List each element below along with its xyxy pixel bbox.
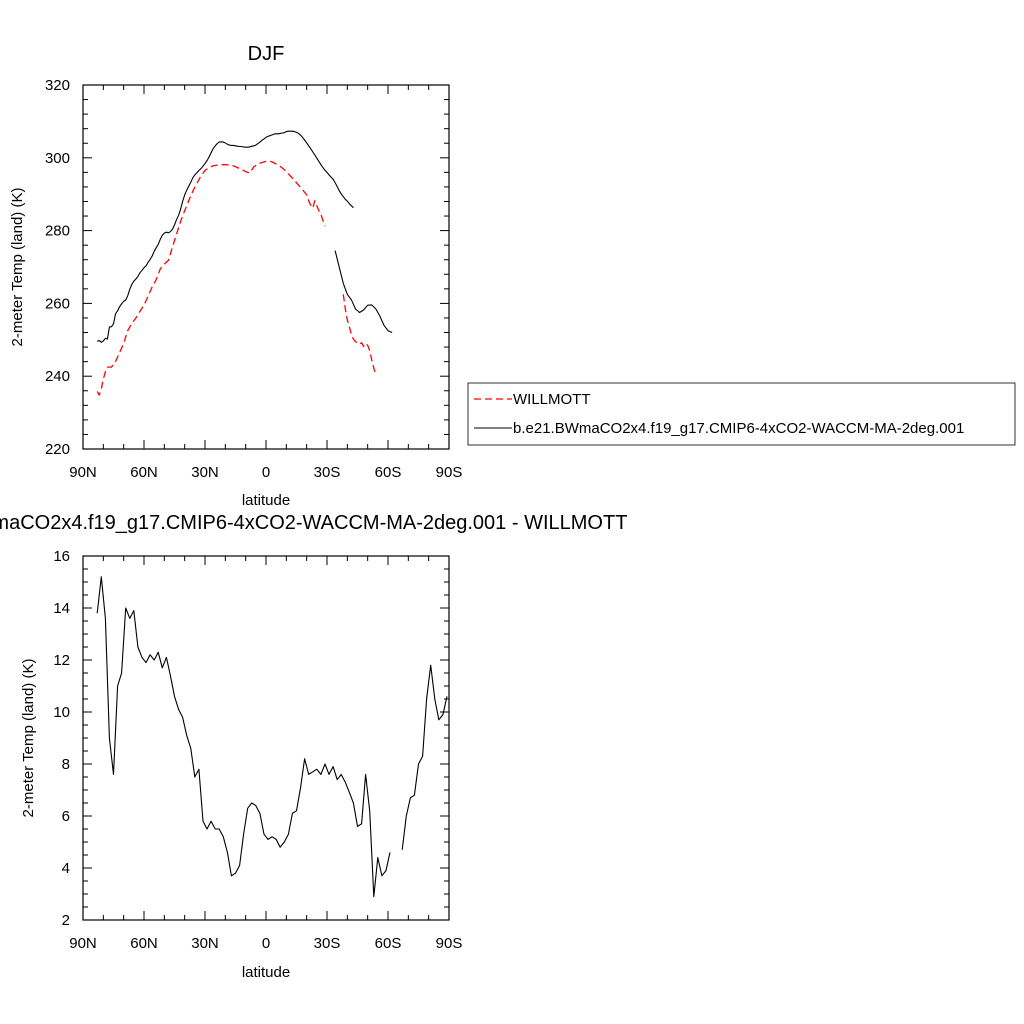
x-axis: 90N 60N 30N 0 30S 60S 90S — [69, 556, 462, 952]
chart-title: DJF — [248, 43, 285, 65]
plot-frame — [82, 84, 450, 450]
x-tick-label: 90S — [436, 464, 463, 481]
series-0-line-segment-1 — [342, 294, 377, 375]
y-tick-label: 4 — [62, 860, 70, 877]
x-tick-label: 60S — [375, 935, 402, 952]
x-tick-label: 30N — [191, 464, 219, 481]
x-tick-label: 60N — [130, 935, 158, 952]
y-tick-label: 240 — [45, 368, 70, 385]
chart-djf-panel: DJF 90N 60N 30N 0 30S 60S 90S 220 240 260 280 300 3… — [9, 43, 1016, 509]
series-1-line-segment-1 — [334, 250, 393, 334]
series-0-line-segment-0 — [96, 160, 326, 396]
legend-box — [467, 382, 1016, 446]
x-axis-label: latitude — [242, 964, 290, 981]
series-0-line-segment-1 — [401, 664, 448, 850]
plot-lines — [96, 576, 448, 898]
y-tick-label: 6 — [62, 808, 70, 825]
x-tick-label: 60S — [375, 464, 402, 481]
legend-label-model: b.e21.BWmaCO2x4.f19_g17.CMIP6-4xCO2-WACC… — [513, 420, 964, 437]
x-tick-label: 90N — [69, 935, 97, 952]
y-axis: 220 240 260 280 300 320 — [45, 77, 449, 458]
x-axis-label: latitude — [242, 492, 290, 509]
x-tick-label: 90S — [436, 935, 463, 952]
legend: WILLMOTT b.e21.BWmaCO2x4.f19_g17.CMIP6-4… — [467, 382, 1016, 446]
series-1-line-segment-0 — [97, 130, 354, 343]
x-tick-label: 30N — [191, 935, 219, 952]
y-axis-label: 2-meter Temp (land) (K) — [9, 188, 26, 347]
plot-frame — [82, 555, 450, 921]
y-axis: 2 4 6 8 10 12 14 16 — [53, 548, 449, 929]
x-tick-label: 60N — [130, 464, 158, 481]
y-tick-label: 14 — [53, 600, 70, 617]
x-tick-label: 0 — [262, 464, 270, 481]
y-tick-label: 220 — [45, 441, 70, 458]
x-axis: 90N 60N 30N 0 30S 60S 90S — [69, 85, 462, 481]
y-tick-label: 8 — [62, 756, 70, 773]
legend-label-willmott: WILLMOTT — [513, 391, 591, 408]
x-tick-label: 30S — [314, 935, 341, 952]
y-tick-label: 10 — [53, 704, 70, 721]
y-tick-label: 320 — [45, 77, 70, 94]
y-tick-label: 280 — [45, 223, 70, 240]
x-tick-label: 30S — [314, 464, 341, 481]
x-tick-label: 0 — [262, 935, 270, 952]
chart-title: b.e21.BWmaCO2x4.f19_g17.CMIP6-4xCO2-WACC… — [0, 512, 627, 534]
chart-difference-panel: b.e21.BWmaCO2x4.f19_g17.CMIP6-4xCO2-WACC… — [0, 512, 627, 981]
y-tick-label: 12 — [53, 652, 70, 669]
series-0-line-segment-0 — [96, 576, 391, 898]
y-axis-label: 2-meter Temp (land) (K) — [20, 659, 37, 818]
y-tick-label: 260 — [45, 295, 70, 312]
y-tick-label: 2 — [62, 912, 70, 929]
plot-lines — [96, 130, 393, 396]
y-tick-label: 300 — [45, 150, 70, 167]
y-tick-label: 16 — [53, 548, 70, 565]
x-tick-label: 90N — [69, 464, 97, 481]
